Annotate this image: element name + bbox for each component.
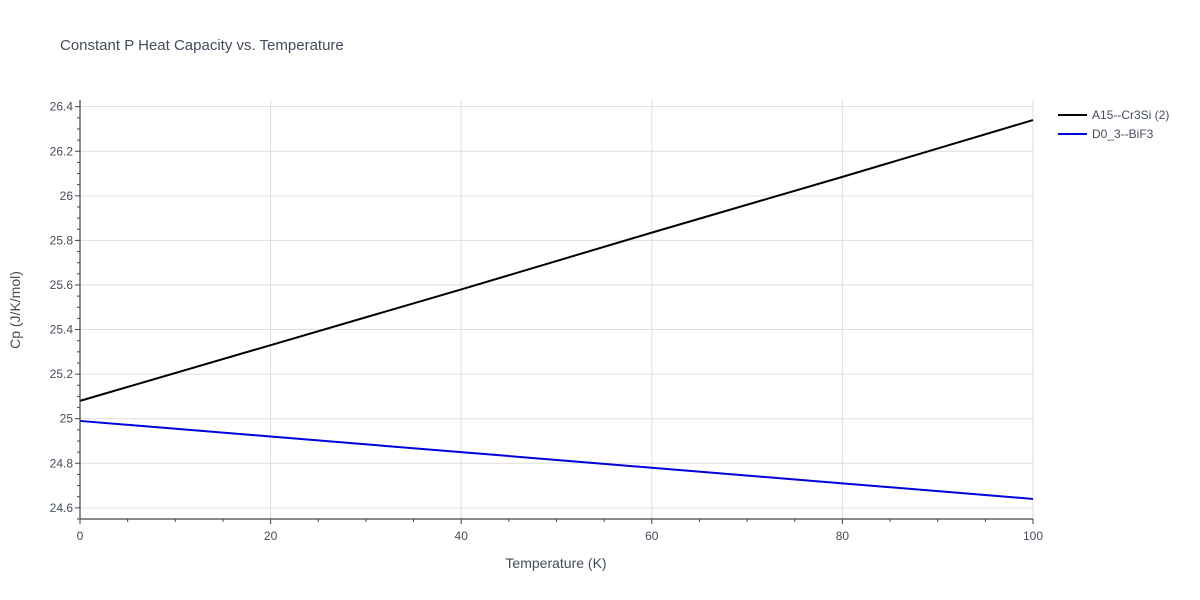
x-tick-label: 0: [77, 529, 84, 543]
y-tick-label: 24.8: [50, 456, 74, 470]
grid: [79, 100, 1034, 519]
y-tick-label: 25.4: [50, 323, 74, 337]
x-tick-label: 60: [645, 529, 659, 543]
y-tick-label: 26.2: [50, 144, 74, 158]
series-line-2: [79, 419, 1034, 500]
x-tick-label: 100: [1023, 529, 1043, 543]
y-tick-label: 25.8: [50, 233, 74, 247]
x-tick-label: 40: [455, 529, 469, 543]
legend-item[interactable]: A15--Cr3Si (2): [1058, 108, 1169, 122]
y-tick-label: 24.6: [50, 501, 74, 515]
series-line-1: [79, 119, 1034, 402]
chart-title: Constant P Heat Capacity vs. Temperature: [60, 37, 344, 54]
y-tick-label: 26.4: [50, 100, 74, 114]
x-tick-label: 20: [264, 529, 278, 543]
legend-item[interactable]: D0_3--BiF3: [1058, 127, 1154, 141]
y-tick-label: 25.6: [50, 278, 74, 292]
x-axis-title: Temperature (K): [505, 555, 606, 571]
y-tick-label: 25.2: [50, 367, 74, 381]
legend-label: A15--Cr3Si (2): [1092, 108, 1169, 122]
x-tick-label: 80: [836, 529, 850, 543]
y-axis-title: Cp (J/K/mol): [7, 271, 23, 349]
axes: 0 20 40 60 80 100 24.6 24.8 25 25.2 25.4 25.6 25.8 26…: [50, 100, 1044, 543]
y-tick-label: 25: [60, 412, 74, 426]
y-tick-label: 26: [60, 189, 74, 203]
legend[interactable]: A15--Cr3Si (2) D0_3--BiF3: [1058, 108, 1169, 141]
legend-label: D0_3--BiF3: [1092, 127, 1154, 141]
series-layer: [79, 119, 1034, 500]
